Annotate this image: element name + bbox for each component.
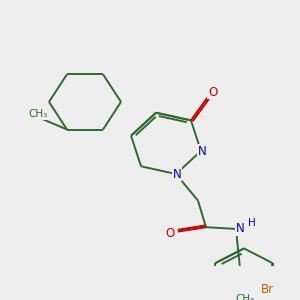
Text: N: N xyxy=(236,222,244,235)
Text: N: N xyxy=(198,145,206,158)
Text: N: N xyxy=(172,167,182,181)
Text: H: H xyxy=(248,218,256,228)
Text: CH₃: CH₃ xyxy=(235,294,254,300)
Text: O: O xyxy=(208,85,218,98)
Text: O: O xyxy=(165,227,175,240)
Text: Br: Br xyxy=(261,283,274,296)
Text: CH₃: CH₃ xyxy=(28,110,48,119)
